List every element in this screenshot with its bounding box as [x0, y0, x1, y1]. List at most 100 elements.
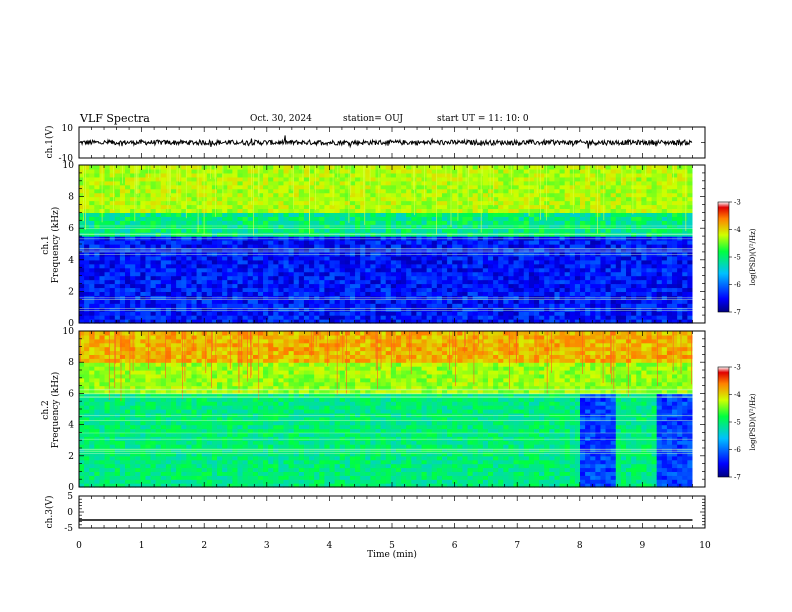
- spectrogram-cell: [375, 287, 382, 292]
- spectrogram-cell: [160, 224, 167, 229]
- spectrogram-cell: [605, 188, 612, 194]
- spectrogram-cell: [615, 279, 622, 285]
- spectrogram-cell: [457, 224, 464, 229]
- spectrogram-cell: [431, 192, 438, 198]
- spectrogram-cell: [130, 192, 136, 198]
- spectrogram-cell: [477, 204, 484, 210]
- spectrogram-cell: [114, 200, 121, 206]
- spectrogram-cell: [513, 287, 520, 292]
- spectrogram-cell: [544, 176, 550, 182]
- spectrogram-cell: [119, 267, 126, 273]
- spectrogram-cell: [421, 283, 428, 289]
- spectrogram-cell: [293, 271, 300, 277]
- spectrogram-cell: [493, 200, 499, 206]
- spectrogram-cell: [329, 204, 336, 210]
- spectrogram-cell: [365, 307, 371, 312]
- spectrogram-cell: [508, 283, 515, 289]
- spectrogram-cell: [329, 299, 336, 304]
- spectrogram-cell: [672, 275, 678, 281]
- spectrogram-cell: [176, 299, 182, 304]
- spectrogram-cell: [426, 287, 433, 292]
- spectrogram-cell: [390, 263, 397, 269]
- spectrogram-cell: [339, 255, 346, 261]
- spectrogram-cell: [641, 255, 648, 261]
- spectrogram-cell: [554, 228, 561, 233]
- spectrogram-cell: [457, 255, 464, 261]
- spectrogram-cell: [549, 188, 556, 194]
- spectrogram-cell: [145, 180, 152, 186]
- spectrogram-cell: [585, 196, 591, 202]
- spectrogram-cell: [656, 176, 663, 182]
- spectrogram-cell: [288, 255, 295, 261]
- spectrogram-cell: [687, 188, 694, 194]
- spectrogram-cell: [99, 224, 106, 229]
- spectrogram-cell: [457, 303, 464, 308]
- spectrogram-cell: [600, 192, 607, 198]
- spectrogram-cell: [191, 176, 198, 182]
- spectrogram-cell: [447, 263, 453, 269]
- spectrogram-cell: [646, 216, 653, 221]
- spectrogram-cell: [385, 172, 392, 178]
- spectrogram-cell: [314, 188, 320, 194]
- spectrogram-cell: [293, 204, 300, 210]
- spectrogram-cell: [171, 311, 177, 316]
- spectrogram-cell: [201, 184, 208, 190]
- spectrogram-cell: [263, 259, 269, 265]
- spectrogram-cell: [539, 275, 545, 281]
- spectrogram-cell: [513, 240, 520, 245]
- spectrogram-cell: [206, 244, 213, 249]
- spectrogram-cell: [385, 165, 392, 170]
- spectrogram-cell: [498, 184, 504, 190]
- spectrogram-cell: [171, 180, 177, 186]
- spectrogram-cell: [273, 212, 279, 217]
- spectrogram-cell: [615, 307, 622, 312]
- spectrogram-cell: [487, 220, 494, 225]
- spectrogram-cell: [278, 216, 285, 221]
- spectrogram-cell: [206, 291, 213, 296]
- spectrogram-cell: [528, 247, 535, 253]
- spectrogram-cell: [160, 216, 167, 221]
- spectrogram-cell: [273, 184, 279, 190]
- spectrogram-cell: [89, 236, 95, 241]
- spectrogram-cell: [176, 271, 182, 277]
- spectrogram-cell: [452, 184, 458, 190]
- spectrogram-cell: [436, 168, 443, 174]
- spectrogram-cell: [564, 196, 571, 202]
- spectrogram-cell: [462, 208, 469, 213]
- spectrogram-cell: [641, 283, 648, 289]
- spectrogram-cell: [385, 279, 392, 285]
- spectrogram-cell: [687, 196, 694, 202]
- spectrogram-cell: [217, 283, 223, 289]
- spectrogram-cell: [559, 168, 566, 174]
- spectrogram-cell: [171, 271, 177, 277]
- spectrogram-cell: [257, 263, 264, 269]
- spectrogram-cell: [436, 291, 443, 296]
- spectrogram-cell: [595, 275, 602, 281]
- spectrogram-cell: [544, 220, 550, 225]
- spectrogram-cell: [94, 188, 101, 194]
- spectrogram-cell: [610, 255, 617, 261]
- spectrogram-cell: [441, 212, 448, 217]
- spectrogram-cell: [620, 184, 627, 190]
- spectrogram-cell: [441, 224, 448, 229]
- spectrogram-cell: [441, 176, 448, 182]
- spectrogram-cell: [334, 271, 341, 277]
- spectrogram-cell: [503, 263, 510, 269]
- spectrogram-cell: [222, 224, 228, 229]
- spectrogram-cell: [452, 303, 458, 308]
- spectrogram-cell: [232, 184, 239, 190]
- spectrogram-cell: [94, 287, 101, 292]
- spectrogram-cell: [89, 244, 95, 249]
- spectrogram-cell: [539, 263, 545, 269]
- spectrogram-cell: [140, 228, 147, 233]
- spectrogram-cell: [539, 228, 545, 233]
- spectrogram-cell: [636, 263, 642, 269]
- spectrogram-cell: [605, 287, 612, 292]
- spectrogram-cell: [651, 271, 658, 277]
- spectrogram-cell: [370, 204, 377, 210]
- spectrogram-cell: [303, 255, 310, 261]
- spectrogram-cell: [493, 220, 499, 225]
- spectrogram-cell: [467, 287, 474, 292]
- spectrogram-cell: [518, 176, 525, 182]
- spectrogram-cell: [462, 192, 469, 198]
